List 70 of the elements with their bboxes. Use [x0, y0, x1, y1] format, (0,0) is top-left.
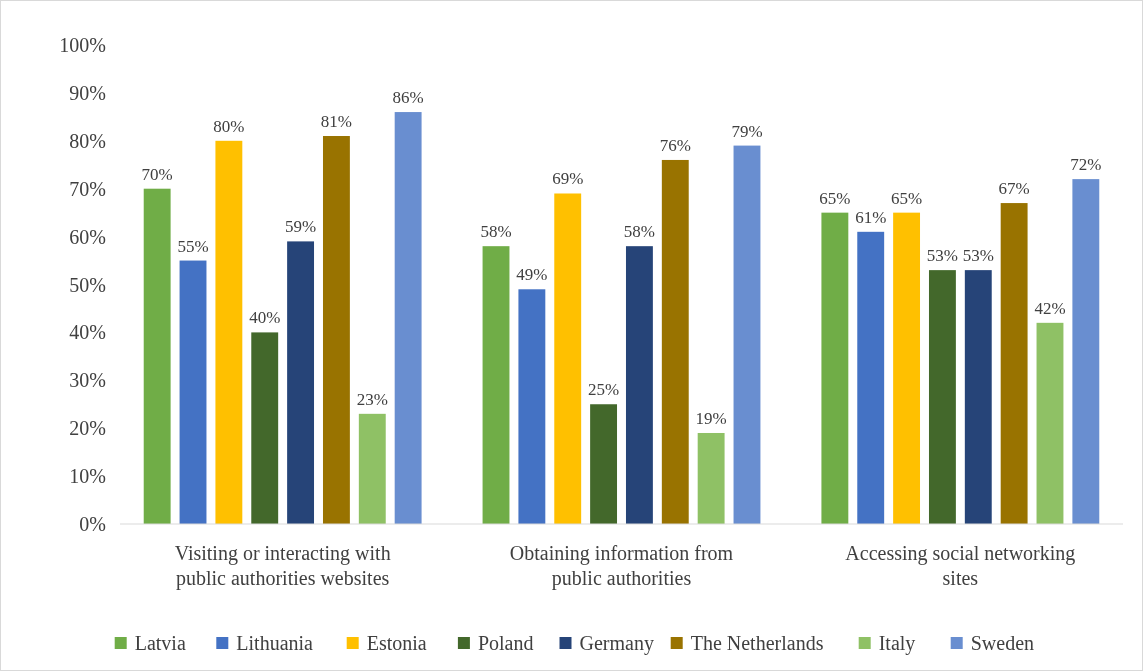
legend-label: The Netherlands [690, 632, 824, 654]
y-tick-label: 80% [69, 129, 106, 152]
bar [518, 289, 546, 524]
y-tick-label: 40% [69, 321, 106, 344]
bar [1000, 203, 1028, 524]
data-label: 25% [587, 380, 620, 400]
bar [322, 136, 350, 524]
data-label: 40% [249, 308, 281, 328]
legend-label: Sweden [970, 632, 1035, 654]
y-tick-label: 20% [69, 417, 106, 440]
bar [590, 404, 618, 524]
legend-label: Lithuania [236, 632, 314, 654]
legend-label: Poland [477, 632, 534, 654]
bar [215, 140, 243, 524]
bar [928, 270, 956, 524]
y-tick-label: 50% [69, 273, 106, 296]
data-label: 42% [1034, 298, 1066, 318]
data-label: 55% [177, 236, 209, 256]
bar [857, 231, 885, 524]
bar [964, 270, 992, 524]
data-label: 79% [731, 121, 763, 141]
bar [179, 260, 207, 524]
bar [554, 193, 582, 524]
bar [625, 246, 653, 524]
legend-label: Germany [579, 632, 654, 655]
data-label: 59% [284, 217, 317, 237]
y-tick-label: 60% [69, 225, 106, 248]
y-tick-label: 0% [79, 513, 106, 535]
y-tick-label: 70% [69, 177, 106, 200]
bar [358, 413, 386, 524]
bar [287, 241, 315, 524]
y-tick-label: 100% [59, 34, 106, 56]
x-tick-label: Visiting or interacting with public authorities websites [174, 542, 391, 590]
x-tick-label: Accessing social networking sites [845, 542, 1076, 589]
data-label: 53% [962, 246, 994, 266]
data-label: 72% [1070, 155, 1102, 175]
data-label: 58% [480, 222, 512, 242]
bar [733, 145, 761, 524]
y-tick-label: 10% [69, 465, 106, 488]
data-label: 86% [392, 88, 424, 108]
data-label: 69% [552, 169, 584, 189]
bar [143, 188, 171, 524]
data-label: 58% [623, 222, 656, 242]
data-label: 65% [819, 188, 851, 208]
data-label: 53% [926, 246, 959, 266]
bar [697, 432, 725, 524]
legend-label: Latvia [134, 632, 186, 654]
data-label: 76% [659, 135, 691, 155]
bar [661, 159, 689, 524]
bar [821, 212, 849, 524]
bar [482, 246, 510, 524]
data-label: 61% [855, 207, 887, 227]
data-label: 67% [998, 179, 1030, 199]
bar [893, 212, 921, 524]
data-label: 19% [695, 408, 727, 428]
x-tick-label: Obtaining information from public authorities [509, 542, 734, 590]
data-label: 70% [141, 164, 173, 184]
data-label: 23% [356, 389, 388, 409]
data-label: 49% [516, 265, 548, 285]
legend-label: Italy [878, 632, 916, 655]
bar [394, 112, 422, 524]
bar [1072, 179, 1100, 524]
data-label: 81% [320, 112, 353, 132]
bar [251, 332, 279, 524]
data-label: 80% [213, 116, 245, 136]
bar [1036, 322, 1064, 524]
data-label: 65% [890, 188, 923, 208]
y-tick-label: 90% [69, 81, 106, 104]
y-tick-label: 30% [69, 369, 106, 392]
legend-label: Estonia [366, 632, 427, 654]
